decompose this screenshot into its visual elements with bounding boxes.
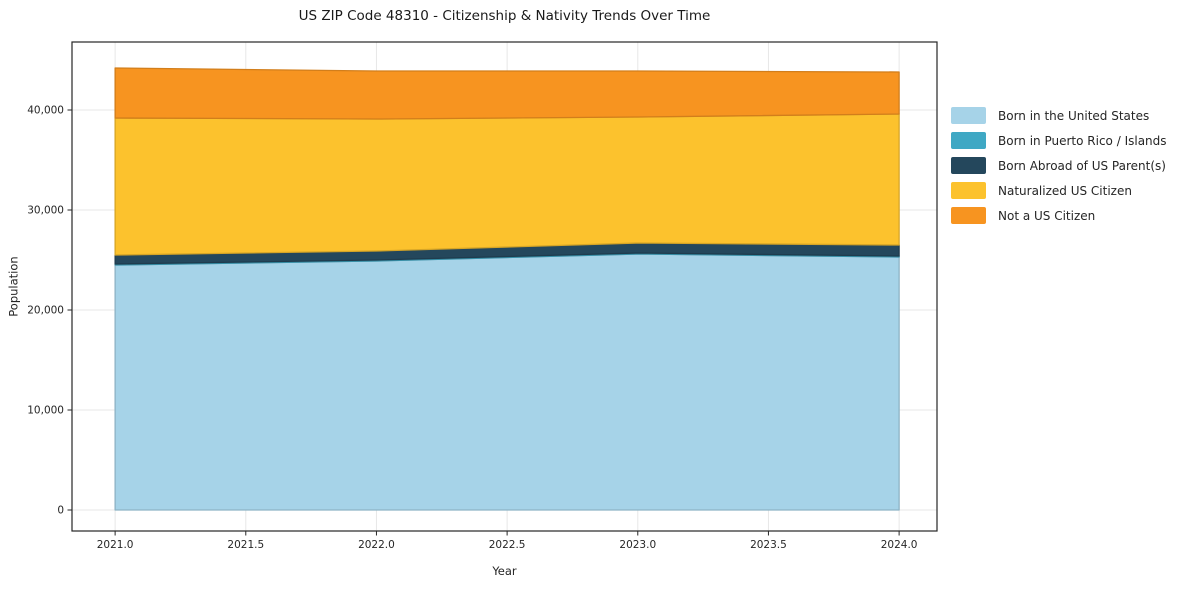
y-tick-label: 0 — [57, 505, 64, 517]
x-axis-label: Year — [492, 564, 517, 578]
legend-item-2: Born Abroad of US Parent(s) — [951, 153, 1167, 178]
y-axis-label: Population — [6, 256, 21, 317]
x-tick-label: 2023.0 — [619, 539, 656, 551]
area-series-3 — [114, 113, 900, 256]
legend-item-4: Not a US Citizen — [951, 203, 1167, 228]
legend-swatch — [951, 207, 986, 224]
x-tick-label: 2022.0 — [358, 539, 395, 551]
legend-swatch — [951, 132, 986, 149]
legend: Born in the United States Born in Puerto … — [951, 103, 1167, 228]
legend-swatch — [951, 107, 986, 124]
area-series-0 — [114, 253, 900, 511]
legend-label: Not a US Citizen — [998, 208, 1096, 223]
chart-title: US ZIP Code 48310 - Citizenship & Nativi… — [298, 8, 711, 24]
area-series-4 — [114, 67, 900, 120]
x-tick-label: 2023.5 — [750, 539, 787, 551]
x-tick-label: 2024.0 — [881, 539, 918, 551]
axes-box — [71, 41, 938, 532]
legend-swatch — [951, 182, 986, 199]
y-tick-label: 20,000 — [27, 305, 64, 317]
legend-label: Born in the United States — [998, 108, 1150, 123]
legend-item-0: Born in the United States — [951, 103, 1167, 128]
legend-label: Born Abroad of US Parent(s) — [998, 158, 1166, 173]
y-tick-label: 10,000 — [27, 405, 64, 417]
y-tick-label: 30,000 — [27, 205, 64, 217]
x-tick-label: 2021.5 — [227, 539, 264, 551]
x-tick-label: 2021.0 — [97, 539, 134, 551]
legend-label: Naturalized US Citizen — [998, 183, 1132, 198]
x-tick-label: 2022.5 — [489, 539, 526, 551]
y-tick-label: 40,000 — [27, 105, 64, 117]
legend-item-1: Born in Puerto Rico / Islands — [951, 128, 1167, 153]
legend-swatch — [951, 157, 986, 174]
legend-label: Born in Puerto Rico / Islands — [998, 133, 1167, 148]
legend-item-3: Naturalized US Citizen — [951, 178, 1167, 203]
